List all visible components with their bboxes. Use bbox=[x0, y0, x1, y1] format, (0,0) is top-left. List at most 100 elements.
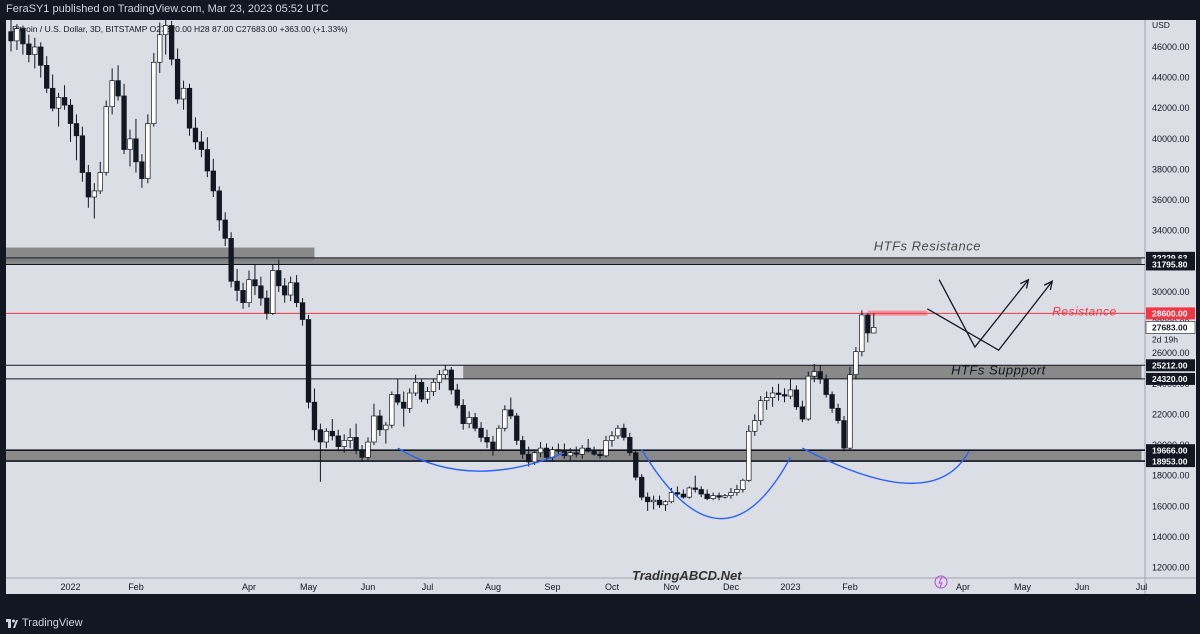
candle-up bbox=[103, 106, 109, 173]
candle-down bbox=[20, 28, 26, 45]
y-tick-label: 30000.00 bbox=[1152, 287, 1190, 297]
candle-down bbox=[234, 280, 240, 291]
candle-down bbox=[633, 452, 639, 478]
projection-path-2 bbox=[926, 280, 1053, 351]
watermark-text: TradingABCD.Net bbox=[632, 568, 742, 583]
candle-down bbox=[8, 31, 14, 42]
candle-down bbox=[61, 97, 68, 106]
y-tick-label: 46000.00 bbox=[1152, 42, 1190, 52]
candle-down bbox=[276, 270, 282, 287]
candle-down bbox=[448, 369, 454, 391]
candle-down bbox=[823, 378, 829, 395]
candle-up bbox=[424, 391, 431, 400]
candle-down bbox=[692, 487, 698, 490]
price-label: 18953.00 bbox=[1152, 456, 1188, 466]
candle-up bbox=[769, 392, 776, 398]
candle-up bbox=[609, 435, 615, 441]
candle-down bbox=[169, 25, 175, 60]
candle-up bbox=[180, 87, 187, 100]
candle-up bbox=[288, 282, 294, 296]
candle-up bbox=[662, 501, 669, 506]
candle-up bbox=[746, 430, 752, 481]
symbol-info-line: Bitcoin / U.S. Dollar, 3D, BITSTAMP O273… bbox=[12, 24, 348, 34]
candle-down bbox=[401, 401, 407, 409]
plot-area bbox=[6, 20, 1145, 594]
candle-up bbox=[615, 427, 621, 437]
candle-up bbox=[740, 479, 746, 490]
candle-up bbox=[758, 400, 764, 421]
candle-down bbox=[460, 404, 466, 424]
candle-down bbox=[85, 172, 92, 198]
candlestick-chart[interactable]: Bitcoin / U.S. Dollar, 3D, BITSTAMP O273… bbox=[0, 18, 1200, 613]
candle-down bbox=[44, 64, 50, 89]
x-tick-label: Dec bbox=[723, 582, 740, 592]
htf-support-zone bbox=[463, 365, 1142, 379]
y-tick-label: 14000.00 bbox=[1152, 532, 1190, 542]
y-tick-label: 16000.00 bbox=[1152, 501, 1190, 511]
candle-down bbox=[478, 427, 484, 438]
candle-down bbox=[704, 493, 710, 500]
candle-up bbox=[502, 409, 508, 429]
candle-down bbox=[472, 417, 478, 429]
y-tick-label: 22000.00 bbox=[1152, 409, 1190, 419]
candle-down bbox=[67, 104, 74, 124]
price-label-box bbox=[1145, 321, 1196, 334]
candle-down bbox=[353, 437, 359, 451]
price-label-box bbox=[1146, 455, 1195, 468]
candle-up bbox=[847, 374, 853, 449]
price-label: 24320.00 bbox=[1152, 374, 1188, 384]
candle-down bbox=[377, 415, 383, 431]
footer-brand[interactable]: TradingView bbox=[22, 617, 83, 629]
x-tick-label: Jun bbox=[1075, 582, 1090, 592]
price-label: 19666.00 bbox=[1152, 445, 1188, 455]
candle-down bbox=[841, 420, 847, 449]
bottom-support-zone bbox=[6, 450, 1142, 462]
candle-up bbox=[579, 447, 585, 455]
candle-down bbox=[282, 285, 288, 296]
candle-down bbox=[210, 170, 216, 192]
candle-down bbox=[865, 314, 871, 334]
y-tick-label: 44000.00 bbox=[1152, 73, 1190, 83]
candle-up bbox=[151, 61, 157, 124]
candle-down bbox=[264, 297, 270, 314]
candle-up bbox=[668, 492, 675, 503]
candle-up bbox=[323, 430, 329, 443]
arc-right bbox=[802, 447, 970, 485]
y-tick-label: 42000.00 bbox=[1152, 103, 1190, 113]
candle-down bbox=[555, 449, 562, 452]
x-tick-label: 2022 bbox=[60, 582, 80, 592]
candle-down bbox=[49, 87, 56, 109]
price-label: 27683.00 bbox=[1152, 323, 1188, 333]
candle-down bbox=[520, 440, 526, 455]
candle-down bbox=[329, 430, 335, 437]
candle-up bbox=[246, 279, 252, 304]
candle-up bbox=[347, 437, 353, 441]
annotation-label: HTFs Resistance bbox=[874, 239, 981, 254]
x-tick-label: Apr bbox=[242, 582, 256, 592]
candle-up bbox=[341, 440, 347, 447]
candle-down bbox=[133, 138, 139, 163]
candle-up bbox=[567, 452, 573, 457]
candle-up bbox=[407, 392, 413, 409]
candle-down bbox=[258, 285, 264, 299]
price-label: 2d 19h bbox=[1152, 335, 1178, 345]
annotation-label: Resistance bbox=[1052, 305, 1116, 319]
published-line: FeraSY1 published on TradingView.com, Ma… bbox=[6, 3, 329, 15]
candle-up bbox=[389, 394, 395, 426]
x-tick-label: Jul bbox=[1136, 582, 1148, 592]
candle-up bbox=[811, 371, 817, 377]
candle-up bbox=[871, 327, 877, 334]
candle-up bbox=[436, 374, 443, 383]
price-label-box bbox=[1146, 444, 1195, 457]
candle-up bbox=[430, 381, 437, 392]
x-tick-label: Nov bbox=[663, 582, 680, 592]
x-tick-label: Jul bbox=[422, 582, 434, 592]
x-tick-label: May bbox=[1014, 582, 1032, 592]
price-label-box bbox=[1146, 372, 1195, 385]
candle-up bbox=[722, 495, 728, 498]
candle-down bbox=[299, 302, 306, 320]
candle-down bbox=[639, 476, 645, 498]
candle-up bbox=[686, 487, 692, 498]
price-label-box bbox=[1146, 307, 1195, 320]
candle-down bbox=[26, 43, 32, 55]
